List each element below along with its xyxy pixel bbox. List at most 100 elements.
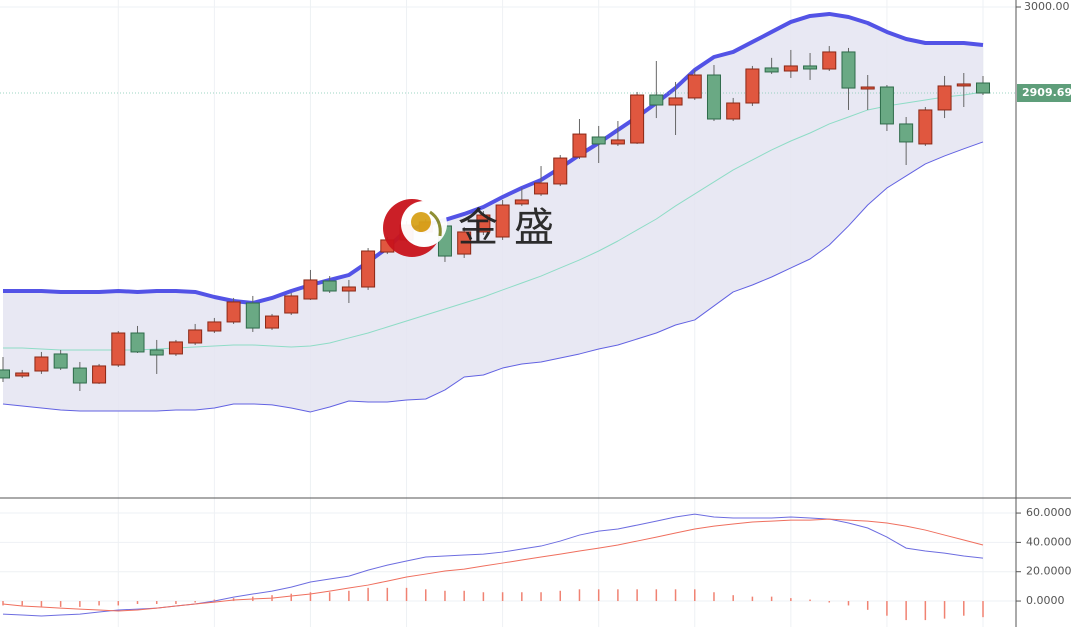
candle-body bbox=[341, 286, 356, 292]
last-price-box bbox=[1017, 84, 1071, 103]
histogram-bar bbox=[386, 587, 389, 602]
histogram-bar bbox=[155, 601, 158, 604]
candle-body bbox=[764, 67, 779, 73]
histogram-bar bbox=[694, 589, 696, 602]
candle-body bbox=[284, 295, 299, 314]
candle-body bbox=[92, 365, 107, 384]
candle-body bbox=[457, 231, 472, 255]
candle-body bbox=[841, 51, 856, 89]
histogram-bar bbox=[290, 593, 292, 602]
histogram-bar bbox=[98, 601, 100, 606]
candle-body bbox=[976, 82, 990, 94]
histogram-bar bbox=[674, 589, 677, 602]
candle-body bbox=[245, 302, 260, 329]
histogram-bar bbox=[578, 589, 581, 602]
histogram-bar bbox=[213, 599, 216, 602]
candle-body bbox=[207, 321, 222, 332]
band-line bbox=[3, 91, 984, 351]
candle-body bbox=[630, 94, 645, 144]
histogram-bar bbox=[617, 589, 619, 602]
histogram-bar bbox=[328, 592, 331, 602]
histogram-bar bbox=[559, 590, 562, 602]
histogram-bar bbox=[444, 590, 446, 602]
logo-ball bbox=[411, 212, 431, 232]
histogram-bar bbox=[405, 587, 408, 602]
candle-body bbox=[860, 86, 875, 90]
candle-body bbox=[53, 353, 68, 369]
candle-body bbox=[726, 102, 741, 120]
histogram-bar bbox=[732, 595, 734, 602]
logo-leaf bbox=[429, 210, 442, 237]
candle-body bbox=[15, 372, 30, 377]
candle-body bbox=[956, 83, 971, 87]
candle-body bbox=[918, 109, 933, 145]
histogram-bar bbox=[924, 601, 927, 621]
candle-body bbox=[899, 123, 914, 143]
y-tick-label: 0.0000 bbox=[1026, 594, 1065, 607]
candle-body bbox=[265, 315, 280, 329]
candle-body bbox=[361, 250, 376, 288]
candle-body bbox=[745, 68, 760, 104]
candle-body bbox=[553, 157, 568, 185]
candle-body bbox=[149, 349, 164, 356]
candle-body bbox=[668, 97, 683, 106]
candle-body bbox=[188, 329, 203, 344]
axis-labels: 3000.00 2909.69 60.0000 40.0000 20.0000 0.000… bbox=[1016, 0, 1071, 607]
histogram-bar bbox=[348, 590, 350, 602]
candle-body bbox=[0, 369, 10, 379]
histogram-bar bbox=[866, 601, 869, 610]
histogram-bar bbox=[963, 601, 965, 616]
histogram-bar bbox=[59, 601, 62, 607]
candle-body bbox=[610, 139, 625, 145]
candle-body bbox=[72, 367, 87, 384]
candles bbox=[0, 46, 990, 391]
candle-body bbox=[822, 51, 837, 70]
candle-body bbox=[706, 74, 721, 120]
histogram-bar bbox=[482, 592, 485, 602]
y-tick-label: 40.0000 bbox=[1026, 535, 1071, 548]
histogram-bar bbox=[271, 595, 273, 602]
y-tick-label: 20.0000 bbox=[1026, 565, 1071, 578]
watermark-text: 金盛 bbox=[458, 205, 570, 251]
histogram-bar bbox=[309, 592, 312, 602]
histogram-bar bbox=[809, 599, 811, 602]
histogram-bar bbox=[521, 592, 523, 602]
watermark-logo: 金盛 bbox=[383, 199, 570, 257]
candle-body bbox=[803, 65, 818, 70]
macd-line bbox=[2, 518, 984, 612]
histogram-bar bbox=[175, 601, 177, 604]
candle-body bbox=[111, 332, 126, 366]
histogram-bar bbox=[655, 589, 658, 602]
histogram-bar bbox=[194, 601, 196, 603]
candle-body bbox=[937, 85, 952, 111]
histogram-bar bbox=[21, 601, 23, 606]
candle-body bbox=[783, 65, 798, 72]
candle-body bbox=[495, 204, 510, 238]
candle-body bbox=[514, 199, 529, 205]
candle-body bbox=[476, 214, 491, 233]
histogram-bar bbox=[905, 601, 907, 621]
y-tick-label: 60.0000 bbox=[1026, 506, 1071, 519]
histogram-bar bbox=[79, 601, 81, 607]
band-line bbox=[3, 11, 984, 305]
histogram-bar bbox=[770, 596, 773, 602]
histogram-bar bbox=[501, 592, 504, 602]
candle-body bbox=[591, 136, 606, 145]
histogram-bar bbox=[828, 601, 831, 603]
histogram-bar bbox=[136, 601, 139, 604]
histogram-bar bbox=[424, 589, 427, 602]
macd-panel bbox=[0, 512, 1016, 621]
candle-body bbox=[226, 301, 241, 323]
candle-body bbox=[649, 94, 664, 106]
histogram-bar bbox=[40, 601, 43, 607]
candle-body bbox=[572, 133, 587, 158]
histogram-bar bbox=[367, 587, 369, 602]
histogram-bar bbox=[751, 596, 754, 602]
candle-body bbox=[130, 332, 145, 353]
band-line bbox=[2, 141, 984, 413]
candle-body bbox=[687, 74, 702, 99]
histogram-bar bbox=[713, 592, 715, 602]
histogram-bar bbox=[597, 589, 600, 602]
candle-body bbox=[879, 86, 894, 125]
